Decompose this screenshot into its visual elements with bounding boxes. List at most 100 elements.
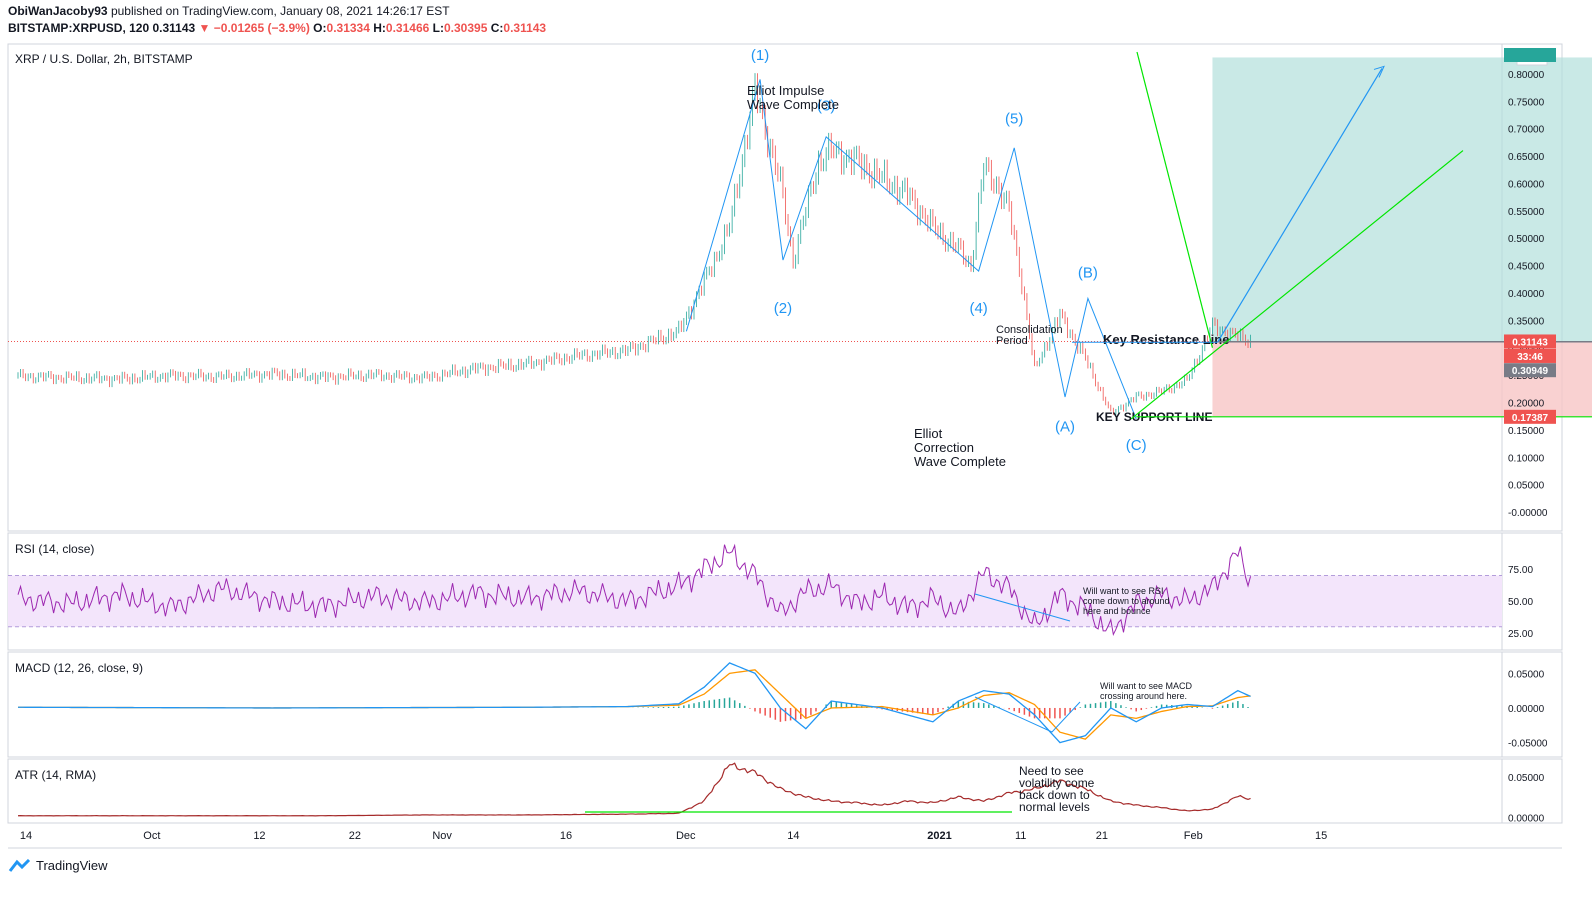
wave-label: (C) [1126, 437, 1147, 454]
time-axis-label: 16 [560, 830, 572, 842]
price-axis-tick: 0.55000 [1508, 207, 1545, 218]
price-axis-tick: 0.60000 [1508, 179, 1545, 190]
time-axis-label: Oct [143, 830, 160, 842]
price-axis-tick: 0.20000 [1508, 399, 1545, 410]
correction-annotation: Correction [914, 440, 974, 455]
atr-annotation: Need to see [1019, 764, 1084, 778]
macd-axis-tick: 0.05000 [1508, 669, 1545, 680]
price-change: ▼ −0.01265 (−3.9%) [198, 21, 310, 35]
atr-title: ATR (14, RMA) [15, 768, 96, 782]
trend-fan-high [1136, 51, 1214, 348]
price-label-bg [1504, 363, 1556, 378]
wave-label: (A) [1055, 418, 1075, 435]
time-axis-label: Nov [432, 830, 452, 842]
wave-label: (4) [969, 300, 987, 317]
impulse-annotation: Wave Complete [747, 97, 839, 112]
wave-label: (2) [774, 300, 792, 317]
price-label: 0.17387 [1512, 413, 1549, 424]
rsi-axis-tick: 75.00 [1508, 565, 1533, 576]
macd-title: MACD (12, 26, close, 9) [15, 661, 143, 675]
rsi-axis-tick: 25.00 [1508, 629, 1533, 640]
wave-label: (5) [1005, 111, 1023, 128]
atr-annotation: volatility come [1019, 776, 1095, 790]
time-axis-label: 11 [1015, 830, 1026, 842]
macd-axis-tick: -0.05000 [1508, 739, 1548, 750]
price-axis-tick: 0.40000 [1508, 289, 1545, 300]
price-axis-tick: 0.70000 [1508, 125, 1545, 136]
price-axis-tick: 0.35000 [1508, 316, 1545, 327]
rsi-title: RSI (14, close) [15, 542, 94, 556]
macd-annotation: Will want to see MACD [1100, 681, 1193, 691]
atr-annotation: back down to [1019, 788, 1090, 802]
wave-label: (1) [751, 47, 769, 64]
trend-fan-low [1130, 150, 1464, 420]
time-axis-label: 21 [1096, 830, 1108, 842]
price-label-bg [1504, 334, 1556, 349]
price-label-bg [1504, 409, 1556, 424]
rsi-axis-tick: 50.00 [1508, 597, 1533, 608]
symbol-header: BITSTAMP:XRPUSD, 120 0.31143 ▼ −0.01265 … [8, 21, 546, 35]
macd-arrow [974, 696, 1081, 733]
target-price-bg [1504, 48, 1556, 62]
consolidation-annotation: Period [996, 335, 1028, 347]
brand-name: TradingView [36, 858, 108, 873]
rsi-band [8, 575, 1502, 627]
price-axis-tick: 0.45000 [1508, 262, 1545, 273]
macd-line [17, 662, 1251, 744]
rsi-annotation: here and bounce [1083, 606, 1151, 616]
price-axis-tick: 0.05000 [1508, 481, 1545, 492]
atr-line [17, 762, 1251, 817]
time-axis-label: 14 [20, 830, 32, 842]
time-axis-label: 12 [253, 830, 265, 842]
high-value: 0.31466 [385, 21, 430, 35]
low-value: 0.30395 [443, 21, 488, 35]
price-axis-tick: 0.75000 [1508, 97, 1545, 108]
price-axis-tick: 0.80000 [1508, 70, 1545, 81]
price-axis-tick: -0.00000 [1508, 508, 1548, 519]
macd-annotation: crossing around here. [1100, 691, 1187, 701]
price-axis-tick: 0.15000 [1508, 426, 1545, 437]
wave-label: (3) [817, 98, 835, 115]
last-price: 0.31143 [152, 21, 196, 35]
macd-axis-tick: 0.00000 [1508, 704, 1545, 715]
publish-header: ObiWanJacoby93 published on TradingView.… [8, 4, 450, 18]
price-axis-tick: 0.10000 [1508, 453, 1545, 464]
correction-annotation: Wave Complete [914, 454, 1006, 469]
atr-axis-tick: 0.00000 [1508, 813, 1545, 824]
close-value: 0.31143 [503, 21, 547, 35]
price-label-bg [1504, 348, 1556, 363]
tradingview-logo-icon [8, 858, 31, 872]
resistance-label: Key Resistance Line [1103, 332, 1229, 347]
signal-line [17, 669, 1251, 740]
rsi-arrow [974, 593, 1071, 622]
price-axis-tick: 0.65000 [1508, 152, 1545, 163]
pane-frame-2 [7, 651, 1563, 758]
arrow-head [1373, 65, 1385, 78]
open-value: 0.31334 [326, 21, 370, 35]
price-label: 0.30949 [1512, 366, 1549, 377]
author-name[interactable]: ObiWanJacoby93 [8, 4, 108, 18]
high-label: H: [373, 21, 386, 35]
rsi-annotation: come down to around [1083, 596, 1170, 606]
impulse-annotation: Elliot Impulse [747, 83, 824, 98]
main-pane-title: XRP / U.S. Dollar, 2h, BITSTAMP [15, 52, 193, 66]
rsi-line [17, 543, 1252, 637]
open-label: O: [313, 21, 327, 35]
price-label: 0.31143 [1512, 337, 1548, 348]
symbol-name: BITSTAMP:XRPUSD, 120 [8, 21, 150, 35]
time-axis-label: 2021 [927, 830, 951, 842]
time-axis-label: Feb [1184, 830, 1203, 842]
elliott-wave-lines [685, 79, 1137, 420]
atr-axis-tick: 0.05000 [1508, 773, 1545, 784]
time-axis-label: 22 [349, 830, 361, 842]
wave-label: (B) [1078, 265, 1098, 282]
rsi-annotation: Will want to see RSI [1083, 586, 1164, 596]
projection-arrow [1217, 68, 1383, 343]
price-label: 33:46 [1517, 352, 1543, 363]
tradingview-brand[interactable]: TradingView [8, 858, 108, 873]
time-axis-label: 14 [787, 830, 799, 842]
low-label: L: [432, 21, 444, 35]
correction-annotation: Elliot [914, 426, 943, 441]
consolidation-annotation: Consolidation [996, 324, 1063, 336]
